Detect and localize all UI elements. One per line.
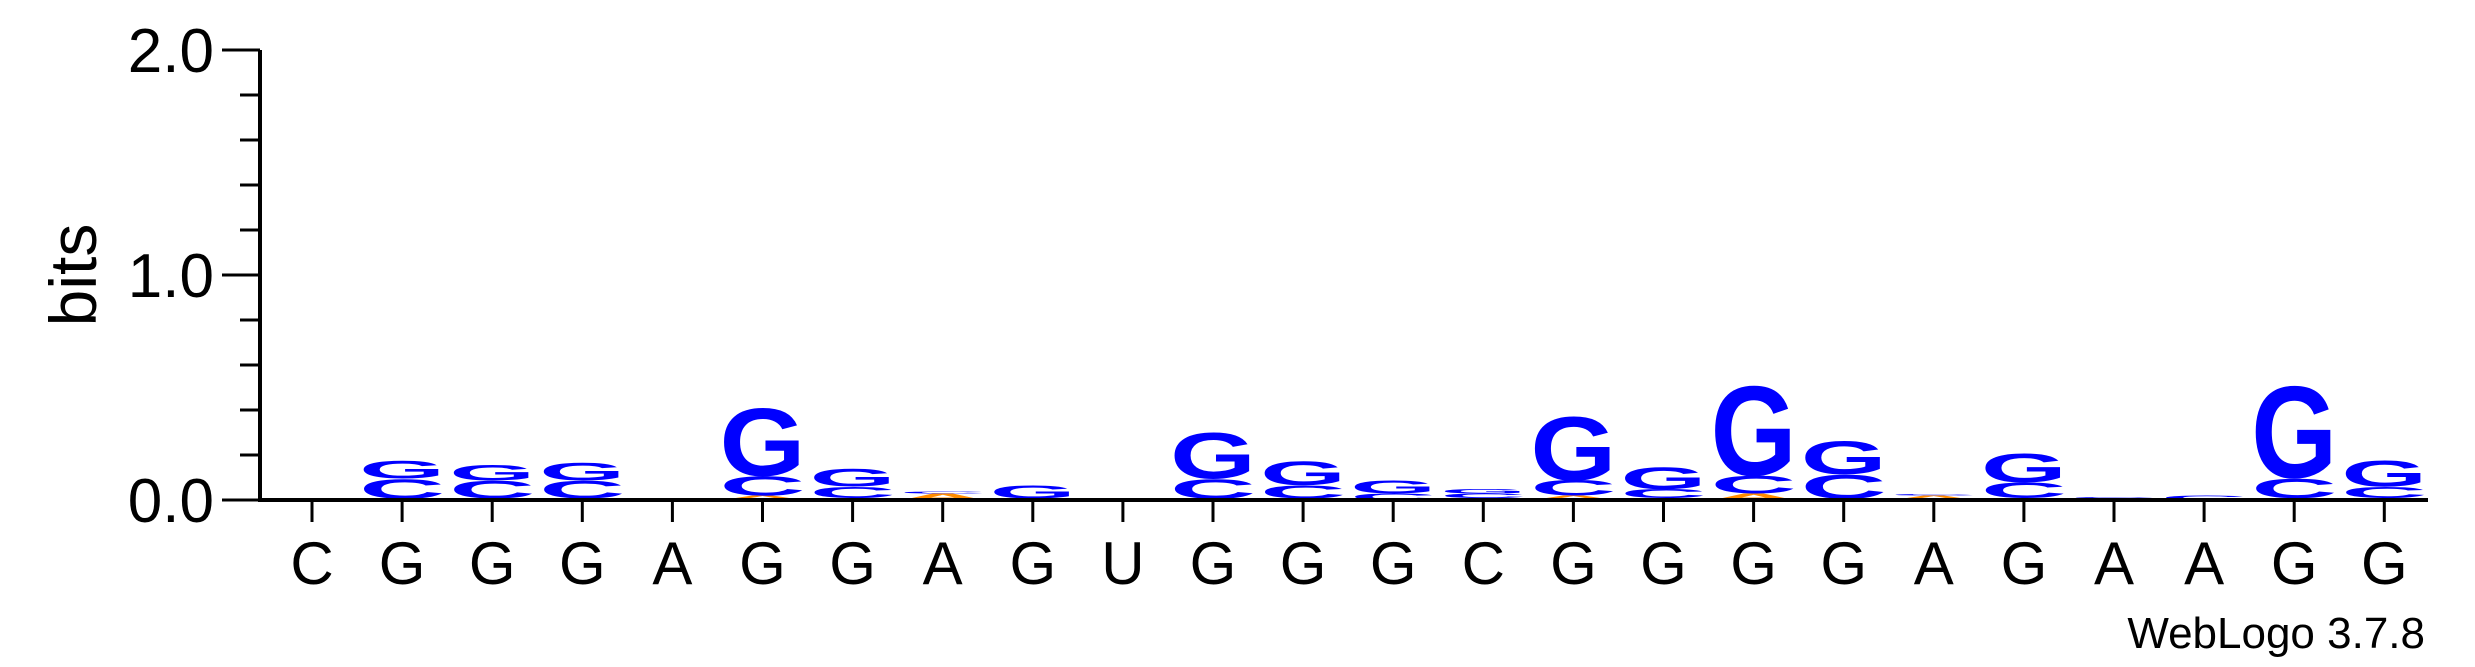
logo-letter-C: C: [1260, 482, 1346, 503]
logo-letter-G: G: [2341, 453, 2427, 495]
glyph-layer: CACGACGACGGACGACGACAGUACGACGCGACGACGACGA…: [269, 359, 2427, 507]
x-tick-label: A: [2184, 530, 2224, 597]
logo-column: ACG: [720, 389, 806, 502]
x-tick-label: G: [559, 530, 606, 597]
logo-letter-C: C: [1530, 476, 1616, 501]
logo-column: ACG: [2251, 359, 2337, 506]
logo-letter-C: C: [2161, 494, 2247, 501]
logo-letter-G: G: [1350, 476, 1436, 497]
logo-letter-G: G: [1711, 361, 1797, 503]
logo-column: ACG: [449, 461, 535, 504]
logo-column: ACG: [539, 458, 625, 504]
logo-letter-C: C: [1350, 492, 1436, 502]
x-tick-label: G: [1640, 530, 1687, 597]
x-tick-label: G: [1730, 530, 1777, 597]
x-tick-label: A: [2094, 530, 2134, 597]
logo-letter-G: G: [1621, 461, 1707, 496]
logo-letter-G: G: [720, 389, 806, 497]
axis-layer: [258, 50, 2428, 502]
logo-letter-G: G: [1170, 420, 1256, 493]
logo-letter-A: A: [1711, 492, 1797, 502]
weblogo-credit: WebLogo 3.7.8: [2127, 609, 2425, 658]
logo-column: ACG: [1711, 361, 1797, 503]
y-tick-layer: 0.0 1.0 2.0: [128, 17, 260, 536]
x-tick-label: G: [1370, 530, 1417, 597]
logo-letter-A: A: [1530, 494, 1616, 501]
x-tick-label: C: [290, 530, 333, 597]
logo-column: ACG: [1981, 445, 2067, 502]
logo-column: C: [2161, 494, 2247, 501]
y-axis-title: bits: [36, 224, 110, 327]
x-tick-label: G: [1009, 530, 1056, 597]
logo-letter-C: C: [1711, 471, 1797, 499]
logo-letter-C: C: [2071, 496, 2157, 499]
x-tick-label: G: [1280, 530, 1327, 597]
logo-letter-G: G: [1440, 488, 1526, 495]
x-tick-label: A: [652, 530, 692, 597]
logo-column: ACG: [359, 456, 445, 505]
x-tick-label: A: [1914, 530, 1954, 597]
logo-column: ACG: [1170, 420, 1256, 505]
logo-column: AC: [1891, 494, 1977, 501]
logo-letter-C: C: [1440, 492, 1526, 499]
x-tick-label: G: [2271, 530, 2318, 597]
logo-letter-C: C: [720, 470, 806, 501]
x-tick-label: G: [1550, 530, 1597, 597]
x-tick-label: U: [1101, 530, 1144, 597]
x-tick-label: G: [1820, 530, 1867, 597]
x-tick-label: G: [2001, 530, 2048, 597]
logo-letter-C: C: [1621, 486, 1707, 500]
x-tick-label: A: [923, 530, 963, 597]
x-tick-label: G: [829, 530, 876, 597]
logo-letter-A: A: [720, 494, 806, 501]
logo-letter-G: G: [1801, 431, 1887, 483]
logo-letter-G: G: [1260, 454, 1346, 492]
x-tick-label: G: [379, 530, 426, 597]
x-tick-label: G: [2361, 530, 2408, 597]
logo-letter-G: G: [1530, 399, 1616, 499]
x-tick-label: C: [1462, 530, 1505, 597]
logo-column: ACG: [1260, 454, 1346, 502]
logo-letter-G: G: [2251, 359, 2337, 506]
logo-letter-G: G: [1981, 445, 2067, 490]
logo-column: CG: [1350, 476, 1436, 502]
logo-column: ACG: [810, 464, 896, 501]
x-tick-label: G: [739, 530, 786, 597]
logo-letter-C: C: [810, 484, 896, 501]
logo-letter-C: C: [900, 490, 986, 493]
logo-letter-G: G: [990, 482, 1076, 503]
logo-column: ACG: [2341, 453, 2427, 501]
x-tick-label: G: [1190, 530, 1237, 597]
logo-column: ACG: [1621, 461, 1707, 501]
logo-letter-C: C: [1891, 494, 1977, 496]
logo-letter-C: C: [2341, 484, 2427, 501]
logo-column: ACG: [1530, 399, 1616, 501]
logo-letter-G: G: [810, 464, 896, 492]
logo-letter-G: G: [539, 458, 625, 486]
logo-letter-G: G: [449, 461, 535, 485]
logo-column: ACG: [1801, 431, 1887, 506]
y-tick-label: 0.0: [128, 467, 214, 536]
logo-letter-G: G: [359, 456, 445, 484]
y-tick-label: 1.0: [128, 242, 214, 311]
logo-column: AC: [900, 490, 986, 502]
logo-letter-A: A: [900, 492, 986, 502]
y-tick-label: 2.0: [128, 17, 214, 86]
logo-letter-A: A: [1891, 494, 1977, 501]
x-tick-label: G: [469, 530, 516, 597]
